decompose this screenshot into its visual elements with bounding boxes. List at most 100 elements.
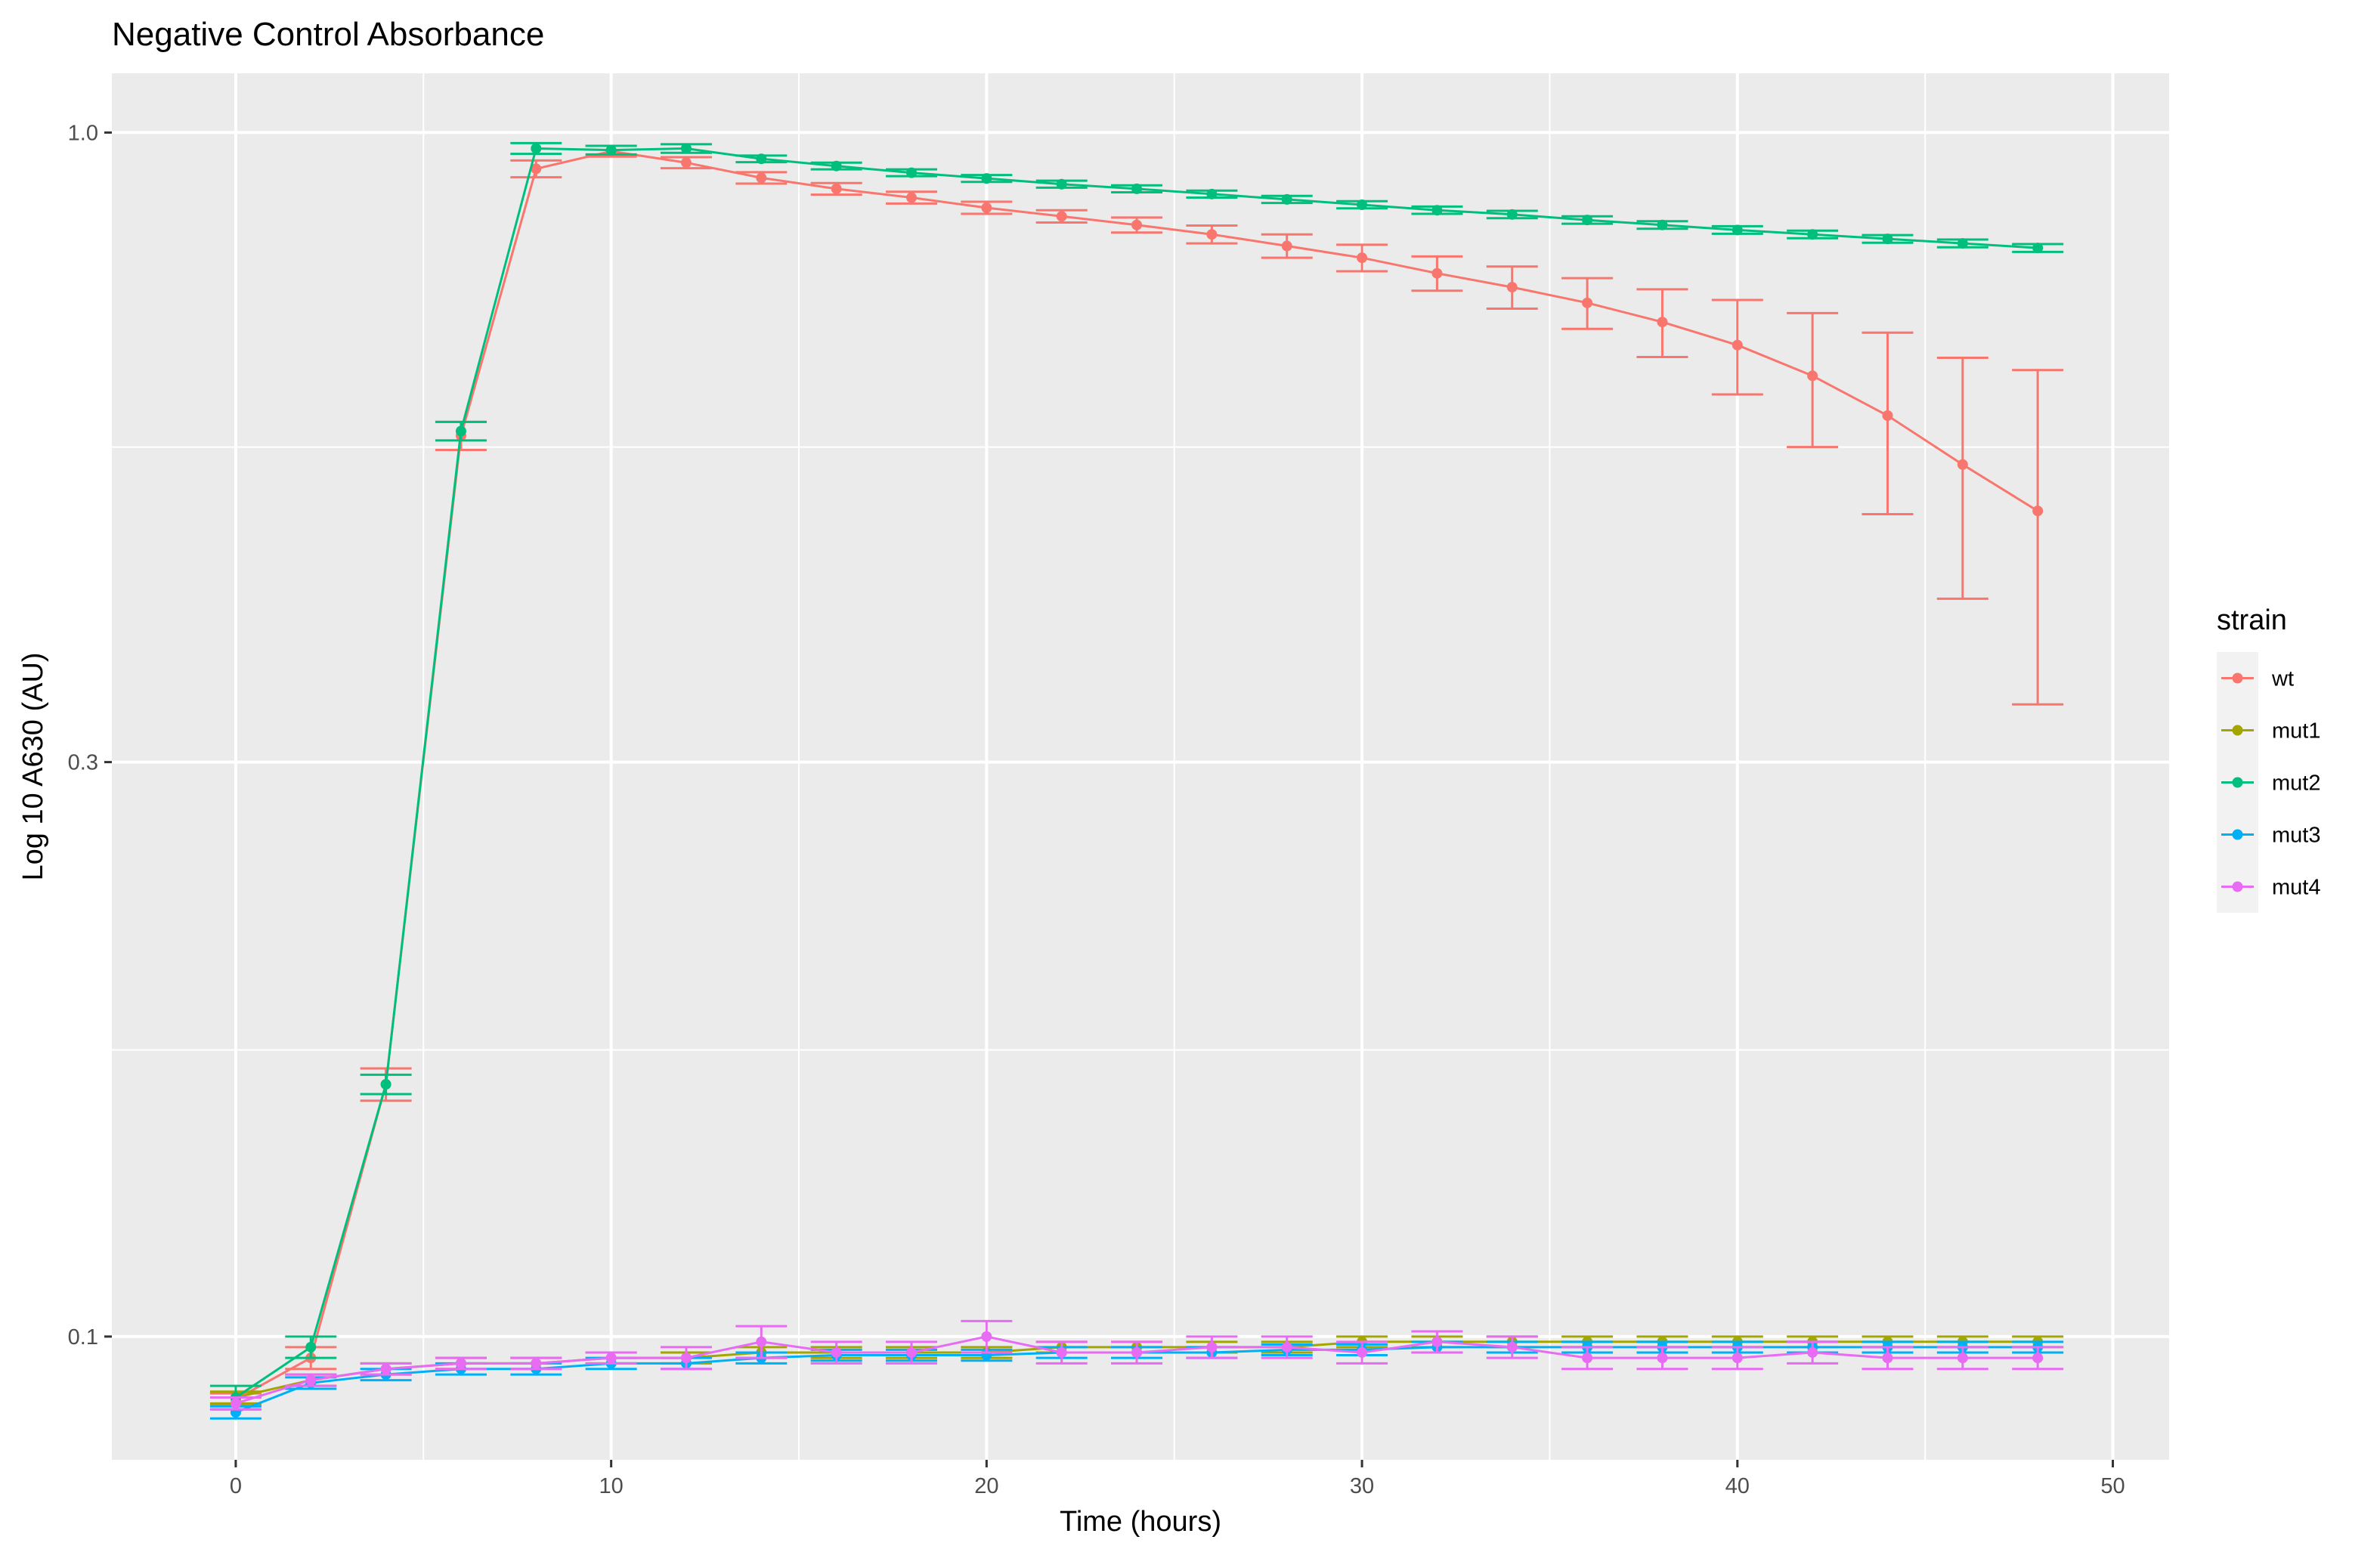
x-tick-label: 10 — [599, 1474, 623, 1498]
data-point-mut2 — [981, 173, 992, 184]
data-point-mut2 — [380, 1079, 392, 1090]
data-point-mut2 — [906, 167, 918, 178]
data-point-mut4 — [1882, 1353, 1893, 1364]
data-point-wt — [1206, 229, 1218, 240]
legend-label: mut1 — [2272, 719, 2320, 744]
x-axis-ticks: 0 10 20 30 40 50 — [230, 1460, 2125, 1498]
series-wt — [209, 144, 2064, 1407]
data-point-mut4 — [1582, 1353, 1593, 1364]
data-point-wt — [1657, 317, 1668, 328]
data-point-mut4 — [1206, 1341, 1218, 1353]
data-point-mut4 — [605, 1353, 617, 1364]
data-point-wt — [1131, 219, 1143, 230]
x-tick-label: 40 — [1725, 1474, 1750, 1498]
legend-item-wt: wt — [2221, 667, 2294, 691]
x-tick-label: 50 — [2100, 1474, 2125, 1498]
data-point-mut4 — [1281, 1341, 1292, 1353]
legend-item-mut4: mut4 — [2221, 876, 2320, 900]
x-tick-label: 20 — [974, 1474, 998, 1498]
data-point-mut2 — [1657, 219, 1668, 230]
data-point-mut2 — [1582, 215, 1593, 226]
data-point-mut2 — [1882, 233, 1893, 245]
legend-key-point — [2232, 725, 2243, 736]
data-point-mut4 — [1131, 1346, 1143, 1358]
series-mut2 — [209, 141, 2064, 1411]
data-point-wt — [531, 163, 542, 175]
data-point-mut4 — [455, 1358, 466, 1369]
y-axis-title: Log 10 A630 (AU) — [17, 652, 49, 880]
data-point-wt — [2032, 505, 2044, 517]
data-point-wt — [981, 202, 992, 213]
data-point-mut4 — [680, 1353, 692, 1364]
data-point-wt — [1732, 339, 1743, 351]
data-point-mut4 — [1357, 1346, 1368, 1358]
data-point-wt — [1957, 459, 1968, 470]
series-mut4 — [209, 1319, 2064, 1411]
legend-title: strain — [2217, 604, 2287, 636]
data-point-wt — [1882, 410, 1893, 422]
data-point-mut4 — [906, 1346, 918, 1358]
x-axis-title: Time (hours) — [1060, 1506, 1221, 1538]
data-point-mut2 — [305, 1341, 317, 1353]
data-point-mut2 — [1431, 205, 1443, 216]
legend-key-point — [2232, 881, 2243, 892]
y-axis-ticks: 0.1 0.3 1.0 — [68, 121, 112, 1349]
legend-item-mut2: mut2 — [2221, 771, 2320, 796]
data-point-mut2 — [1357, 199, 1368, 211]
data-point-mut2 — [1957, 238, 1968, 249]
data-point-mut4 — [1657, 1353, 1668, 1364]
data-point-wt — [1807, 370, 1818, 382]
chart-title: Negative Control Absorbance — [112, 16, 544, 53]
data-point-mut2 — [1732, 224, 1743, 236]
legend-label: wt — [2271, 667, 2294, 691]
data-point-wt — [1582, 297, 1593, 308]
data-point-mut4 — [1431, 1336, 1443, 1347]
data-point-mut4 — [831, 1346, 842, 1358]
legend-item-mut1: mut1 — [2221, 719, 2320, 744]
data-point-mut4 — [981, 1331, 992, 1342]
data-point-wt — [1431, 267, 1443, 279]
data-point-mut4 — [1056, 1346, 1067, 1358]
data-point-mut2 — [1807, 229, 1818, 240]
major-gridlines — [112, 73, 2169, 1460]
data-point-mut2 — [1056, 178, 1067, 190]
data-point-mut2 — [2032, 243, 2044, 254]
data-point-mut2 — [1506, 209, 1518, 220]
data-point-mut4 — [305, 1374, 317, 1386]
data-point-wt — [1056, 211, 1067, 222]
y-tick-label: 1.0 — [68, 121, 98, 145]
data-point-mut2 — [1206, 188, 1218, 199]
data-point-mut2 — [531, 143, 542, 154]
y-tick-label: 0.1 — [68, 1325, 98, 1349]
data-point-mut2 — [1131, 183, 1143, 194]
legend-key-point — [2232, 829, 2243, 840]
data-point-mut4 — [531, 1358, 542, 1369]
legend-items: wt mut1 mut2 mut3 mut4 — [2221, 667, 2320, 900]
legend: strain wt mut1 mut2 mut3 mut4 — [2217, 604, 2320, 913]
data-point-mut2 — [756, 153, 767, 165]
data-point-mut4 — [1732, 1353, 1743, 1364]
data-point-mut4 — [380, 1363, 392, 1374]
data-point-mut4 — [1807, 1346, 1818, 1358]
legend-key-point — [2232, 777, 2243, 788]
data-point-wt — [1281, 240, 1292, 252]
x-tick-label: 0 — [230, 1474, 242, 1498]
legend-label: mut2 — [2272, 771, 2320, 796]
legend-label: mut3 — [2272, 824, 2320, 848]
data-point-mut4 — [2032, 1353, 2044, 1364]
data-point-mut4 — [1506, 1341, 1518, 1353]
data-point-wt — [680, 157, 692, 168]
data-point-wt — [906, 192, 918, 203]
data-point-wt — [1506, 282, 1518, 293]
data-point-mut2 — [831, 160, 842, 172]
data-point-mut2 — [680, 143, 692, 154]
x-tick-label: 30 — [1350, 1474, 1374, 1498]
data-point-mut2 — [605, 144, 617, 156]
data-point-mut4 — [1957, 1353, 1968, 1364]
data-point-wt — [1357, 252, 1368, 264]
y-tick-label: 0.3 — [68, 751, 98, 775]
plot-panel — [112, 73, 2169, 1460]
series-layer — [209, 141, 2064, 1420]
data-point-wt — [756, 172, 767, 184]
